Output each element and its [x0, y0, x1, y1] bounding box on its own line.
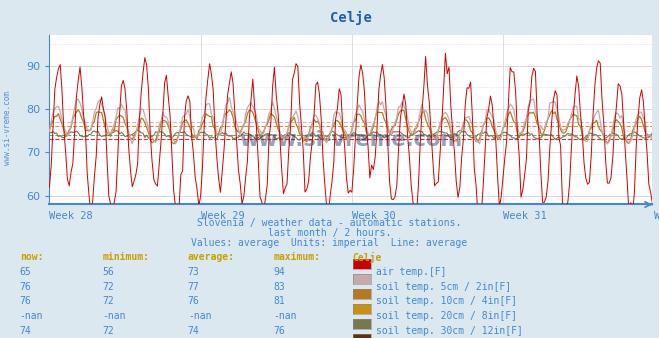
Text: Week 32: Week 32: [654, 211, 659, 221]
Text: www.si-vreme.com: www.si-vreme.com: [3, 92, 13, 165]
Text: 74: 74: [188, 326, 200, 336]
Text: 76: 76: [20, 296, 32, 307]
Text: 65: 65: [20, 267, 32, 277]
Text: www.si-vreme.com: www.si-vreme.com: [239, 130, 463, 150]
Text: Values: average  Units: imperial  Line: average: Values: average Units: imperial Line: av…: [191, 238, 468, 248]
Text: Celje: Celje: [353, 252, 382, 263]
Text: soil temp. 20cm / 8in[F]: soil temp. 20cm / 8in[F]: [376, 311, 517, 321]
Text: maximum:: maximum:: [273, 252, 320, 262]
Text: 81: 81: [273, 296, 285, 307]
Text: -nan: -nan: [102, 311, 126, 321]
Text: 94: 94: [273, 267, 285, 277]
Text: 76: 76: [273, 326, 285, 336]
Text: soil temp. 10cm / 4in[F]: soil temp. 10cm / 4in[F]: [376, 296, 517, 307]
Text: Slovenia / weather data - automatic stations.: Slovenia / weather data - automatic stat…: [197, 218, 462, 228]
Text: soil temp. 30cm / 12in[F]: soil temp. 30cm / 12in[F]: [376, 326, 523, 336]
Text: air temp.[F]: air temp.[F]: [376, 267, 447, 277]
Text: 73: 73: [188, 267, 200, 277]
Text: last month / 2 hours.: last month / 2 hours.: [268, 228, 391, 238]
Text: now:: now:: [20, 252, 43, 262]
Text: Week 29: Week 29: [200, 211, 244, 221]
Text: Week 30: Week 30: [352, 211, 395, 221]
Text: 72: 72: [102, 326, 114, 336]
Text: -nan: -nan: [188, 311, 212, 321]
Text: 76: 76: [188, 296, 200, 307]
Text: Week 28: Week 28: [49, 211, 93, 221]
Text: Celje: Celje: [330, 11, 372, 25]
Text: -nan: -nan: [273, 311, 297, 321]
Text: Week 31: Week 31: [503, 211, 547, 221]
Text: 72: 72: [102, 296, 114, 307]
Text: -nan: -nan: [20, 311, 43, 321]
Text: 83: 83: [273, 282, 285, 292]
Text: 72: 72: [102, 282, 114, 292]
Text: soil temp. 5cm / 2in[F]: soil temp. 5cm / 2in[F]: [376, 282, 511, 292]
Text: 56: 56: [102, 267, 114, 277]
Text: 76: 76: [20, 282, 32, 292]
Text: 74: 74: [20, 326, 32, 336]
Text: average:: average:: [188, 252, 235, 262]
Text: minimum:: minimum:: [102, 252, 149, 262]
Text: 77: 77: [188, 282, 200, 292]
